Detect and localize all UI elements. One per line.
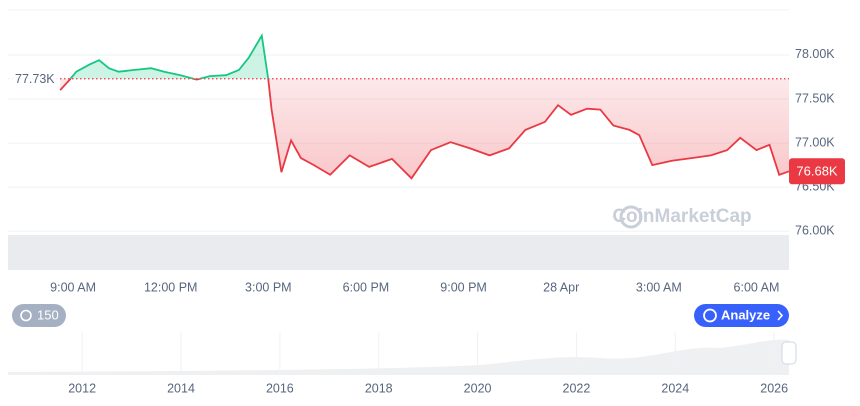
x-tick-label: 6:00 AM [734,280,780,294]
history-button[interactable]: 150 [12,304,66,327]
x-tick-label: 9:00 PM [440,280,487,294]
reference-label: 77.73K [15,72,55,86]
analyze-button-label[interactable]: Analyze [721,307,770,322]
navigator-tick-label: 2014 [167,381,195,395]
current-price-label: 76.68K [796,164,838,179]
watermark-logo [619,205,643,229]
analyze-chevron [777,310,784,321]
analyze-button[interactable]: Analyze [694,304,789,327]
navigator-tick-label: 2016 [266,381,294,395]
volume-area [8,235,789,270]
y-tick-label: 76.00K [795,224,835,238]
navigator-tick-label: 2012 [68,381,96,395]
history-button-label[interactable]: 150 [37,307,59,322]
area-below [60,78,789,179]
x-tick-label: 9:00 AM [50,280,96,294]
current-price-tag [789,158,845,185]
price-line-up [69,32,270,79]
x-tick-label: 3:00 PM [245,280,292,294]
reference-label-bg [8,69,58,88]
navigator-area [8,339,789,375]
y-tick-label: 78.00K [795,47,835,61]
x-tick-label: 28 Apr [543,280,579,294]
x-tick-label: 3:00 AM [636,280,682,294]
y-tick-label: 77.00K [795,135,835,149]
navigator [8,332,797,375]
navigator-tick-label: 2018 [365,381,393,395]
y-tick-label: 77.50K [795,91,835,105]
navigator-handle[interactable] [781,341,797,365]
analyze-button-bg[interactable] [694,304,789,327]
navigator-tick-label: 2022 [563,381,591,395]
navigator-tick-label: 2020 [464,381,492,395]
watermark: CoinMarketCap [612,206,751,227]
x-tick-label: 6:00 PM [343,280,390,294]
navigator-tick-label: 2026 [760,381,788,395]
analyze-icon [703,308,717,323]
x-tick-label: 12:00 PM [144,280,198,294]
navigator-tick-label: 2024 [661,381,689,395]
history-icon [20,309,32,322]
area-above [70,35,269,79]
price-line-down [59,78,790,180]
